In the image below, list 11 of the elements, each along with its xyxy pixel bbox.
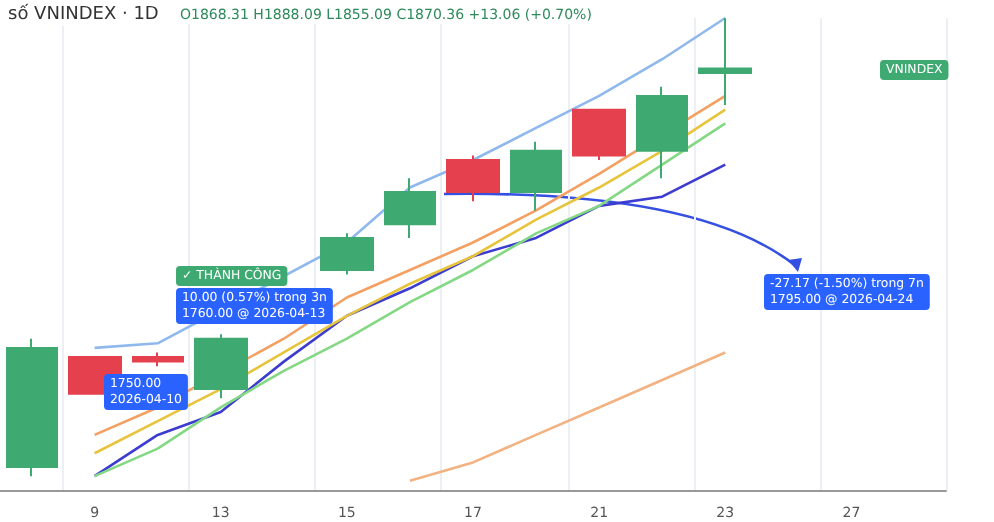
candlestick <box>572 108 626 162</box>
chart-title: số VNINDEX · 1D <box>8 3 159 25</box>
candlestick <box>636 85 688 180</box>
candlestick <box>510 140 562 212</box>
candlestick <box>132 351 184 368</box>
candlestick <box>194 333 248 400</box>
candlestick <box>6 337 58 478</box>
candlestick <box>446 154 500 203</box>
candlestick <box>384 177 436 239</box>
candlestick <box>320 232 374 276</box>
candlestick <box>698 17 752 107</box>
